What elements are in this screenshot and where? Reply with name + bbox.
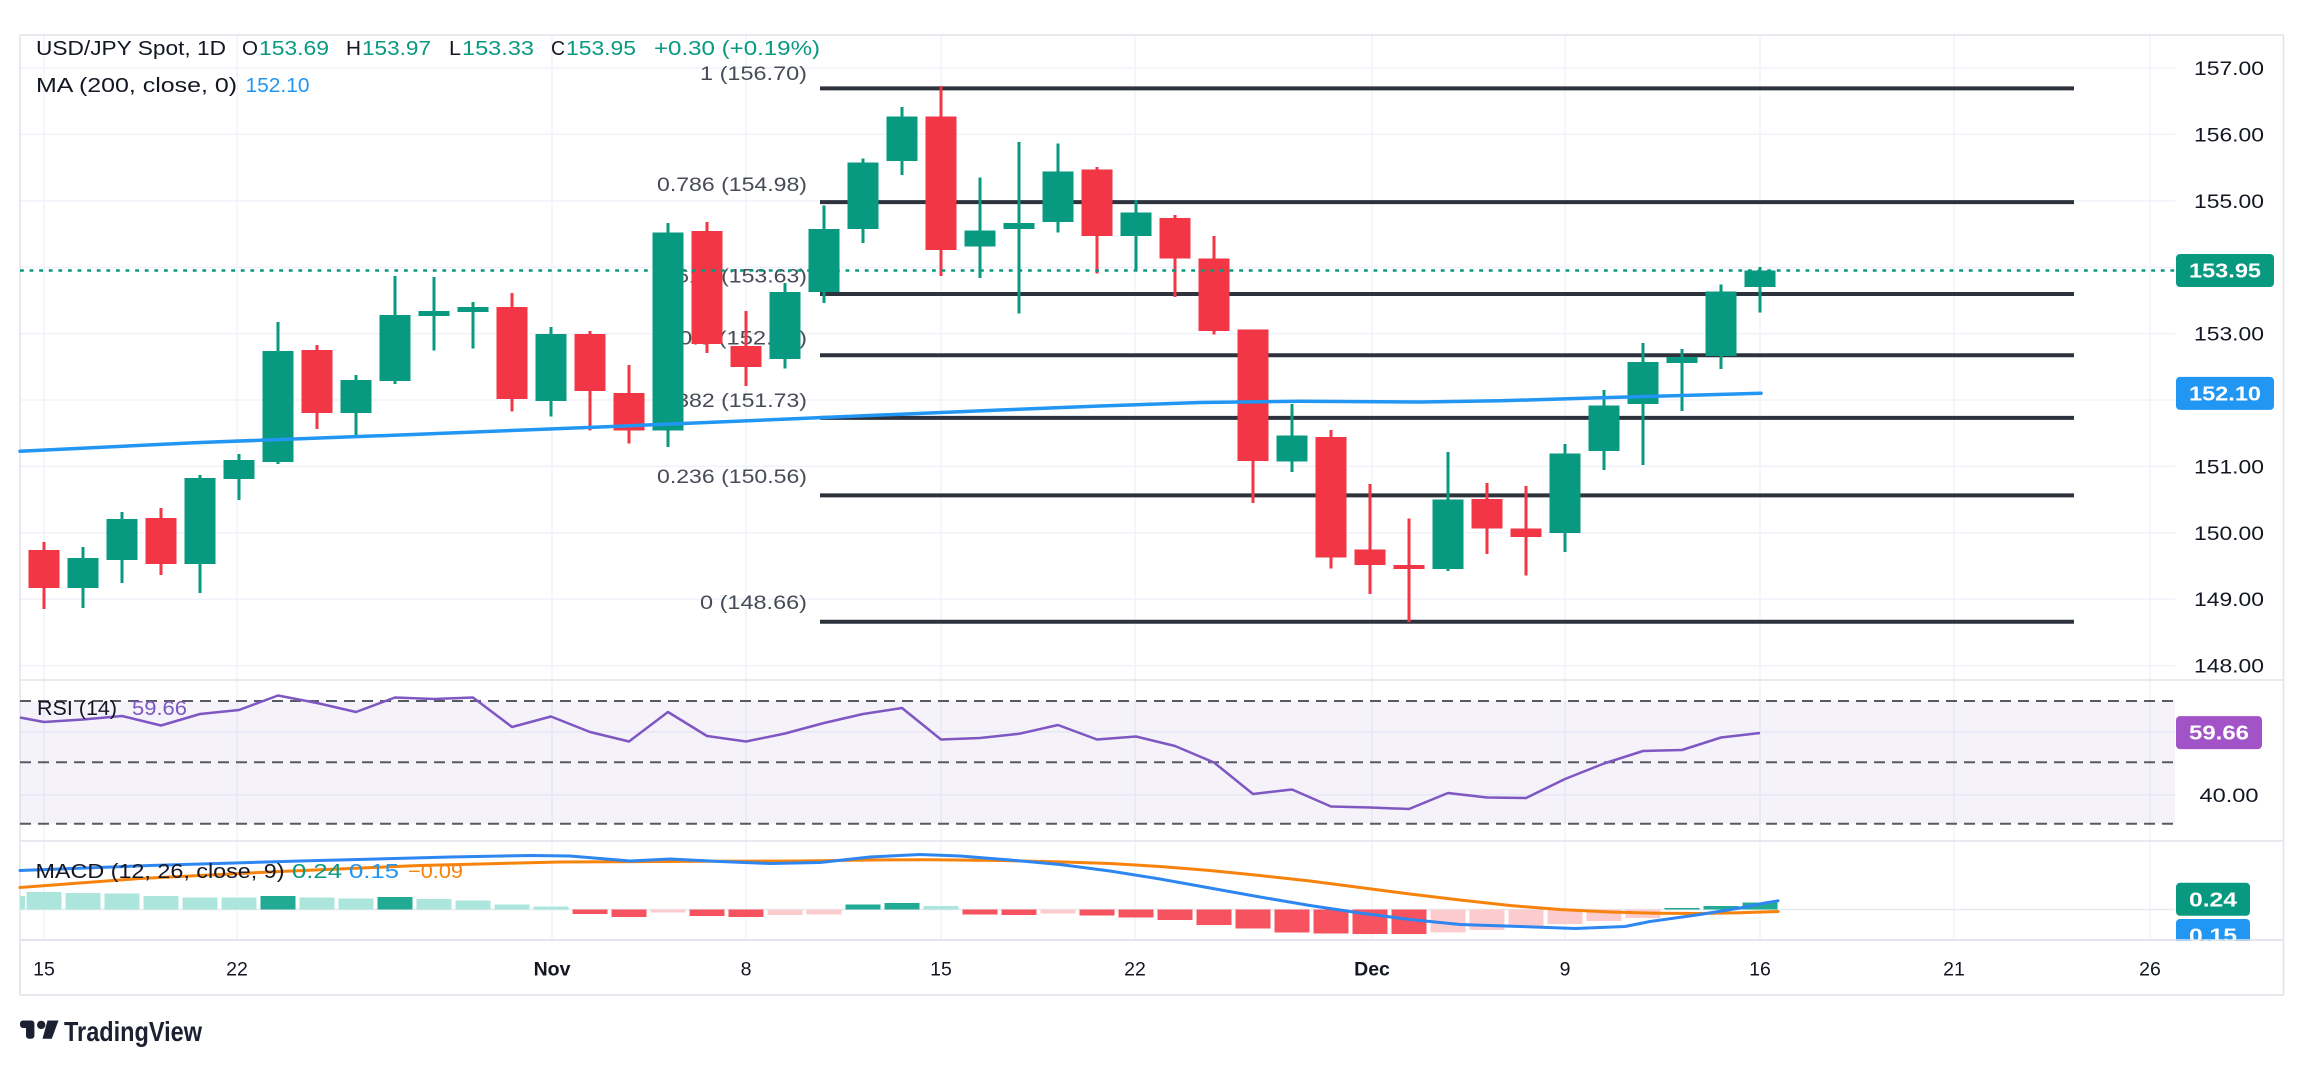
svg-text:150.00: 150.00 xyxy=(2194,523,2264,545)
svg-text:155.00: 155.00 xyxy=(2194,191,2264,213)
svg-text:0 (148.66): 0 (148.66) xyxy=(700,592,807,614)
svg-text:Dec: Dec xyxy=(1354,959,1390,981)
svg-text:153.95: 153.95 xyxy=(566,38,636,60)
svg-text:−0.09: −0.09 xyxy=(408,861,463,883)
svg-text:22: 22 xyxy=(226,959,248,981)
svg-text:153.00: 153.00 xyxy=(2194,324,2264,346)
svg-text:15: 15 xyxy=(930,959,952,981)
svg-text:Nov: Nov xyxy=(534,959,571,981)
svg-text:151.00: 151.00 xyxy=(2194,456,2264,478)
svg-text:40.00: 40.00 xyxy=(2200,785,2259,807)
svg-text:C: C xyxy=(551,38,565,60)
svg-text:9: 9 xyxy=(1560,959,1571,981)
svg-text:59.66: 59.66 xyxy=(2189,723,2249,745)
svg-text:0.236 (150.56): 0.236 (150.56) xyxy=(657,466,807,488)
svg-text:153.33: 153.33 xyxy=(462,38,534,60)
svg-text:USD/JPY Spot, 1D: USD/JPY Spot, 1D xyxy=(36,38,226,60)
svg-text:0.382 (151.73): 0.382 (151.73) xyxy=(657,390,807,412)
svg-text:22: 22 xyxy=(1124,959,1146,981)
svg-text:15: 15 xyxy=(33,959,55,981)
svg-text:MACD (12, 26, close, 9): MACD (12, 26, close, 9) xyxy=(36,861,285,883)
svg-text:0.24: 0.24 xyxy=(2189,889,2238,911)
svg-text:8: 8 xyxy=(741,959,752,981)
svg-text:153.95: 153.95 xyxy=(2189,261,2261,283)
svg-text:21: 21 xyxy=(1943,959,1965,981)
svg-text:+0.30 (+0.19%): +0.30 (+0.19%) xyxy=(654,38,820,60)
svg-text:0.15: 0.15 xyxy=(349,861,399,883)
svg-text:149.00: 149.00 xyxy=(2194,589,2264,611)
svg-text:153.69: 153.69 xyxy=(259,38,329,60)
svg-text:MA (200, close, 0): MA (200, close, 0) xyxy=(36,75,237,97)
svg-text:157.00: 157.00 xyxy=(2194,58,2264,80)
svg-text:O: O xyxy=(242,38,258,60)
svg-text:H: H xyxy=(346,38,361,60)
svg-text:L: L xyxy=(449,38,461,60)
svg-text:153.97: 153.97 xyxy=(362,38,431,60)
svg-text:152.10: 152.10 xyxy=(2189,383,2261,405)
svg-text:26: 26 xyxy=(2139,959,2161,981)
svg-text:16: 16 xyxy=(1749,959,1771,981)
svg-text:148.00: 148.00 xyxy=(2194,656,2264,678)
svg-text:0.786 (154.98): 0.786 (154.98) xyxy=(657,174,807,196)
svg-text:59.66: 59.66 xyxy=(132,698,187,720)
svg-text:152.10: 152.10 xyxy=(246,75,310,97)
svg-text:156.00: 156.00 xyxy=(2194,124,2264,146)
svg-text:1 (156.70): 1 (156.70) xyxy=(700,63,807,85)
svg-text:TradingView: TradingView xyxy=(64,1016,202,1047)
svg-text:RSI (14): RSI (14) xyxy=(37,698,117,720)
svg-text:0.24: 0.24 xyxy=(292,861,342,883)
